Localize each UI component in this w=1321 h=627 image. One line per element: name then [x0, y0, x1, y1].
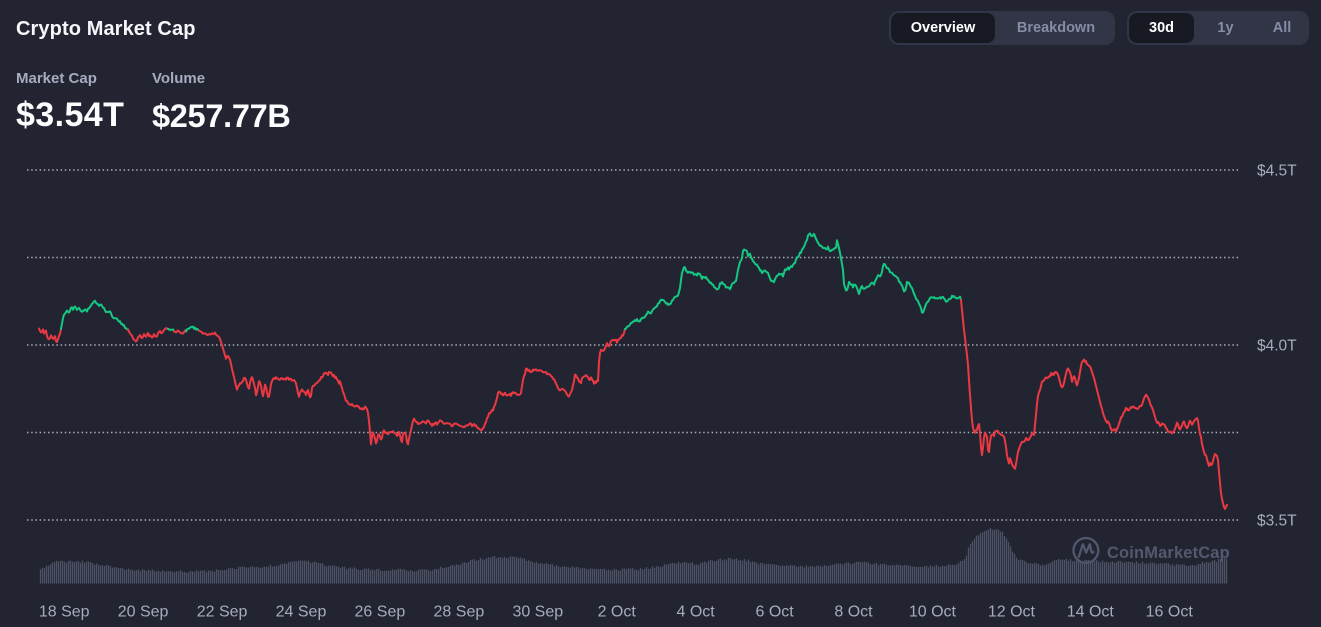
svg-text:26 Sep: 26 Sep: [355, 604, 406, 621]
svg-text:2 Oct: 2 Oct: [598, 604, 637, 621]
svg-text:$4.5T: $4.5T: [1257, 163, 1297, 180]
svg-text:12 Oct: 12 Oct: [988, 604, 1036, 621]
svg-text:18 Sep: 18 Sep: [39, 604, 90, 621]
svg-text:28 Sep: 28 Sep: [434, 604, 485, 621]
svg-text:10 Oct: 10 Oct: [909, 604, 957, 621]
svg-text:4 Oct: 4 Oct: [676, 604, 715, 621]
svg-text:$3.5T: $3.5T: [1257, 513, 1297, 530]
svg-text:24 Sep: 24 Sep: [276, 604, 327, 621]
svg-text:22 Sep: 22 Sep: [197, 604, 248, 621]
svg-text:30 Sep: 30 Sep: [512, 604, 563, 621]
svg-text:CoinMarketCap: CoinMarketCap: [1107, 544, 1230, 562]
svg-text:20 Sep: 20 Sep: [118, 604, 169, 621]
svg-text:$4.0T: $4.0T: [1257, 338, 1297, 355]
svg-text:6 Oct: 6 Oct: [755, 604, 794, 621]
svg-text:8 Oct: 8 Oct: [834, 604, 873, 621]
svg-text:14 Oct: 14 Oct: [1067, 604, 1115, 621]
svg-text:16 Oct: 16 Oct: [1146, 604, 1194, 621]
